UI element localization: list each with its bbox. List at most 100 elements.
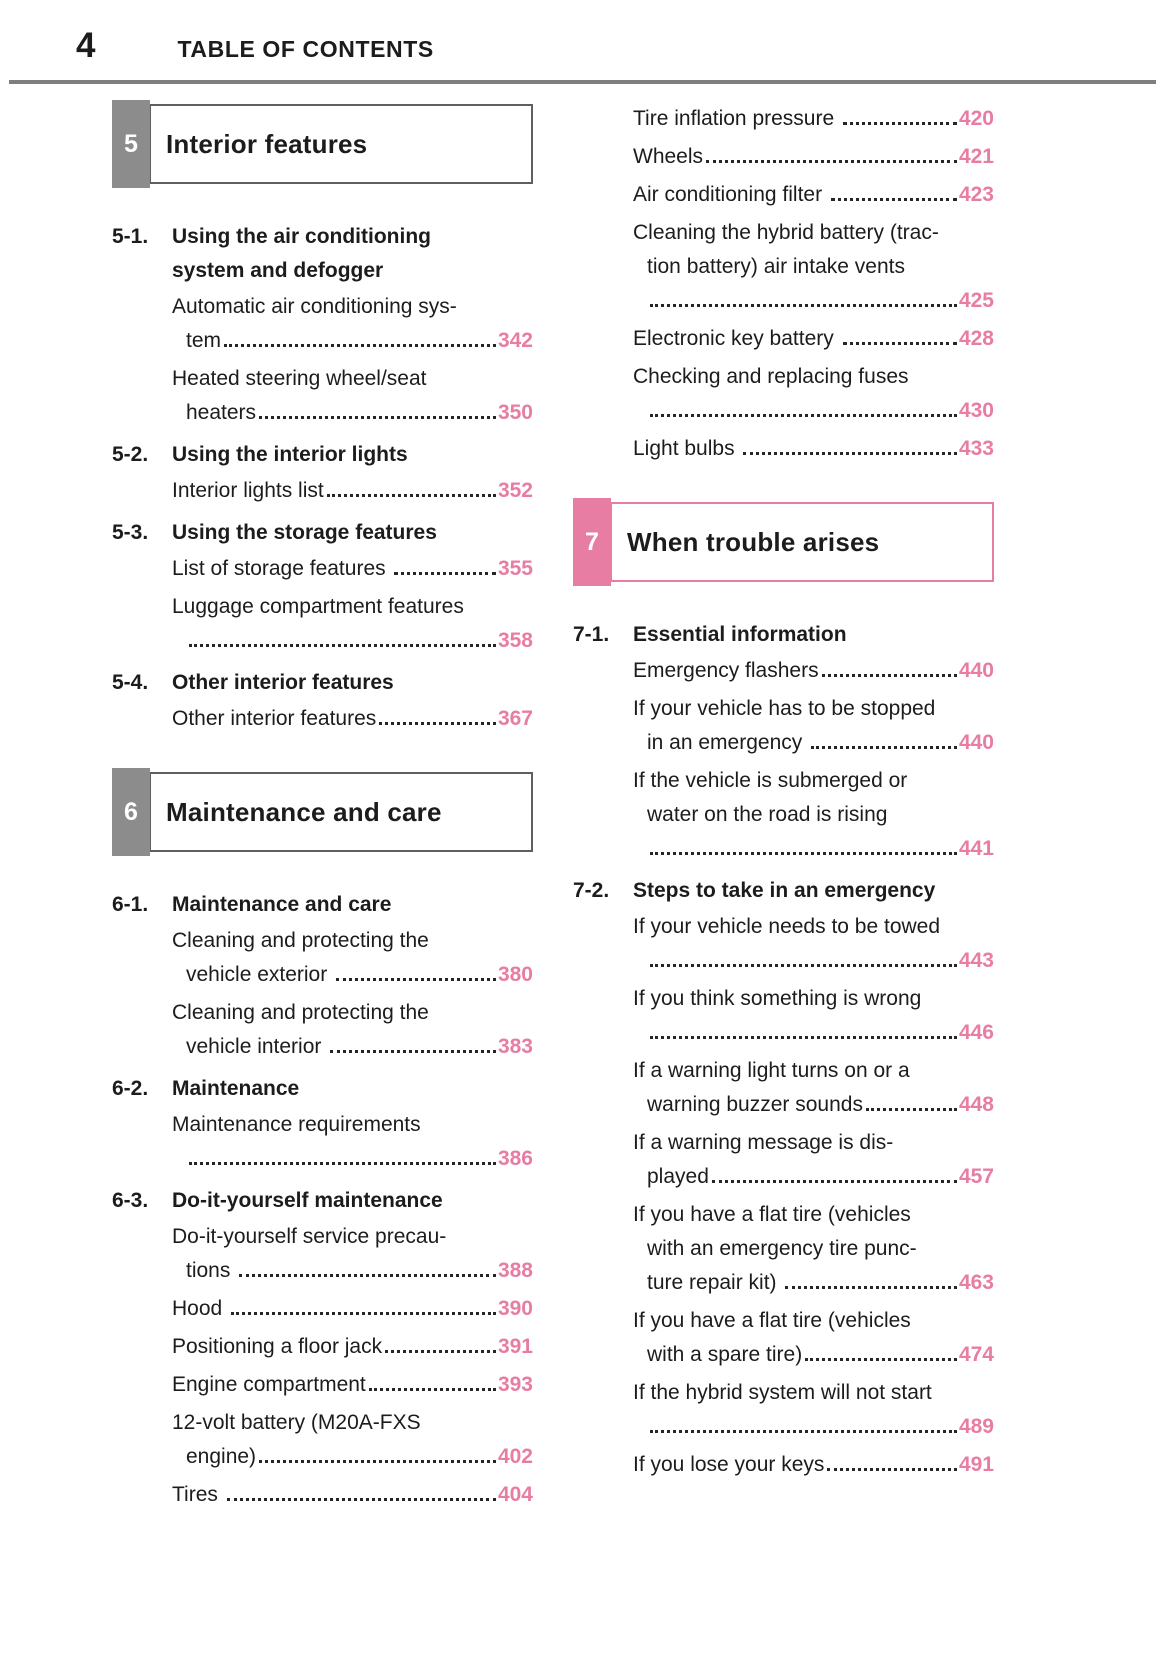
toc-entry: Wheels 421 <box>573 140 994 174</box>
toc-entry: Cleaning and protecting the vehicle exter… <box>112 924 533 992</box>
subsection-title-line: Using the air conditioning <box>172 225 431 248</box>
subsection-heading: 6-3. Do-it-yourself maintenance <box>112 1184 533 1218</box>
toc-entry-line: Emergency flashers 440 <box>633 654 994 688</box>
toc-entry-text: vehicle interior <box>186 1035 328 1058</box>
leader-dots <box>842 122 957 125</box>
toc-entry: If a warning message is dis-played 457 <box>573 1126 994 1194</box>
toc-page-number: 350 <box>497 401 533 424</box>
toc-entry-line: Cleaning and protecting the <box>172 929 429 952</box>
subsection-title-line: Steps to take in an emergency <box>633 879 936 902</box>
toc-entry: Heated steering wheel/seat heaters 350 <box>112 362 533 430</box>
toc-entry-line: Air conditioning filter 423 <box>633 178 994 212</box>
leader-dots <box>743 452 957 455</box>
subsection-title: Essential information <box>633 618 994 652</box>
leader-dots <box>259 416 496 419</box>
toc-entry-line: warning buzzer sounds 448 <box>633 1088 994 1122</box>
leader-dots <box>711 1180 957 1183</box>
toc-entry: If your vehicle needs to be towed 443 <box>573 910 994 978</box>
subsection-heading: 7-2. Steps to take in an emergency <box>573 874 994 908</box>
toc-entry-line: Cleaning and protecting the <box>172 1001 429 1024</box>
leader-dots <box>811 746 957 749</box>
toc-entry: Electronic key battery 428 <box>573 322 994 356</box>
toc-page-number: 383 <box>497 1035 533 1058</box>
toc-page-number: 390 <box>497 1297 533 1320</box>
subsection-heading: 7-1. Essential information <box>573 618 994 652</box>
toc-entry-text: Emergency flashers <box>633 659 819 682</box>
toc-entry-text: Positioning a floor jack <box>172 1335 383 1358</box>
toc-page-number: 358 <box>497 629 533 652</box>
page-number: 4 <box>76 26 96 65</box>
subsection-number: 6-3. <box>112 1189 149 1212</box>
toc-entry: If the vehicle is submerged or water on t… <box>573 764 994 866</box>
toc-page-number: 474 <box>958 1343 994 1366</box>
subsection-heading: 5-3. Using the storage features <box>112 516 533 550</box>
leader-dots <box>231 1312 496 1315</box>
toc-page-number: 443 <box>958 949 994 972</box>
section-title: Interior features <box>149 104 533 184</box>
subsection-title-line: Essential information <box>633 623 847 646</box>
section-title: Maintenance and care <box>149 772 533 852</box>
toc-entry: Do-it-yourself service precau-tions 388 <box>112 1220 533 1288</box>
toc-entry: Emergency flashers 440 <box>573 654 994 688</box>
toc-entry-line: If the hybrid system will not start <box>633 1381 932 1404</box>
leader-dots <box>650 304 957 307</box>
leader-dots <box>224 344 496 347</box>
subsection-number: 5-2. <box>112 443 149 466</box>
leader-dots <box>379 722 496 725</box>
toc-entry-line: Interior lights list 352 <box>172 474 533 508</box>
toc-entry-line: tion battery) air intake vents <box>647 255 905 278</box>
section-title: When trouble arises <box>610 502 994 582</box>
toc-entry-text: ture repair kit) <box>647 1271 783 1294</box>
toc-entry-text: List of storage features <box>172 557 392 580</box>
toc-page-number: 380 <box>497 963 533 986</box>
subsection-number: 7-1. <box>573 623 610 646</box>
toc-entry-line: If your vehicle needs to be towed <box>633 915 941 938</box>
leader-dots <box>865 1108 957 1111</box>
toc-entry: 12-volt battery (M20A-FXS engine) 402 <box>112 1406 533 1474</box>
toc-entry-line: Tire inflation pressure 420 <box>633 102 994 136</box>
toc-entry-line: If you have a flat tire (vehicles <box>633 1203 911 1226</box>
toc-entry-line: If you think something is wrong <box>633 987 922 1010</box>
section-header: 7 When trouble arises <box>573 498 994 586</box>
toc-entry-line: Wheels 421 <box>633 140 994 174</box>
toc-entry-line: Checking and replacing fuses <box>633 365 909 388</box>
toc-entry: List of storage features 355 <box>112 552 533 586</box>
toc-entry: Other interior features 367 <box>112 702 533 736</box>
toc-entry-line: water on the road is rising <box>647 803 888 826</box>
toc-entry-line: heaters 350 <box>172 396 533 430</box>
leader-dots <box>385 1350 496 1353</box>
leader-dots <box>650 1036 957 1039</box>
toc-entry-line: 446 <box>633 1016 994 1050</box>
subsection-title: Steps to take in an emergency <box>633 874 994 908</box>
toc-entry-line: If a warning light turns on or a <box>633 1059 910 1082</box>
toc-entry-line: ture repair kit) 463 <box>633 1266 994 1300</box>
leader-dots <box>189 1162 496 1165</box>
subsection-heading: 6-1. Maintenance and care <box>112 888 533 922</box>
toc-entry-line: Positioning a floor jack 391 <box>172 1330 533 1364</box>
toc-entry-line: Heated steering wheel/seat <box>172 367 427 390</box>
toc-entry-line: If you lose your keys 491 <box>633 1448 994 1482</box>
toc-right-column: Tire inflation pressure 420 Wheels 421 Air … <box>573 102 994 1516</box>
toc-entry-line: If the vehicle is submerged or <box>633 769 908 792</box>
toc-entry: Air conditioning filter 423 <box>573 178 994 212</box>
leader-dots <box>706 160 957 163</box>
leader-dots <box>336 978 496 981</box>
toc-entry: Cleaning and protecting the vehicle inter… <box>112 996 533 1064</box>
leader-dots <box>842 342 957 345</box>
toc-entry-line: 443 <box>633 944 994 978</box>
toc-entry-line: Tires 404 <box>172 1478 533 1512</box>
toc-entry-text: with a spare tire) <box>647 1343 803 1366</box>
subsection-title-line: Maintenance and care <box>172 893 392 916</box>
toc-entry: If you lose your keys 491 <box>573 1448 994 1482</box>
subsection-number: 7-2. <box>573 879 610 902</box>
leader-dots <box>394 572 496 575</box>
toc-entry-line: with an emergency tire punc- <box>647 1237 917 1260</box>
toc-entry-text: heaters <box>186 401 257 424</box>
toc-entry: Positioning a floor jack 391 <box>112 1330 533 1364</box>
leader-dots <box>326 494 496 497</box>
toc-entry-line: If your vehicle has to be stopped <box>633 697 936 720</box>
toc-entry-text: Hood <box>172 1297 229 1320</box>
subsection-title-line: Other interior features <box>172 671 394 694</box>
toc-page-number: 388 <box>497 1259 533 1282</box>
